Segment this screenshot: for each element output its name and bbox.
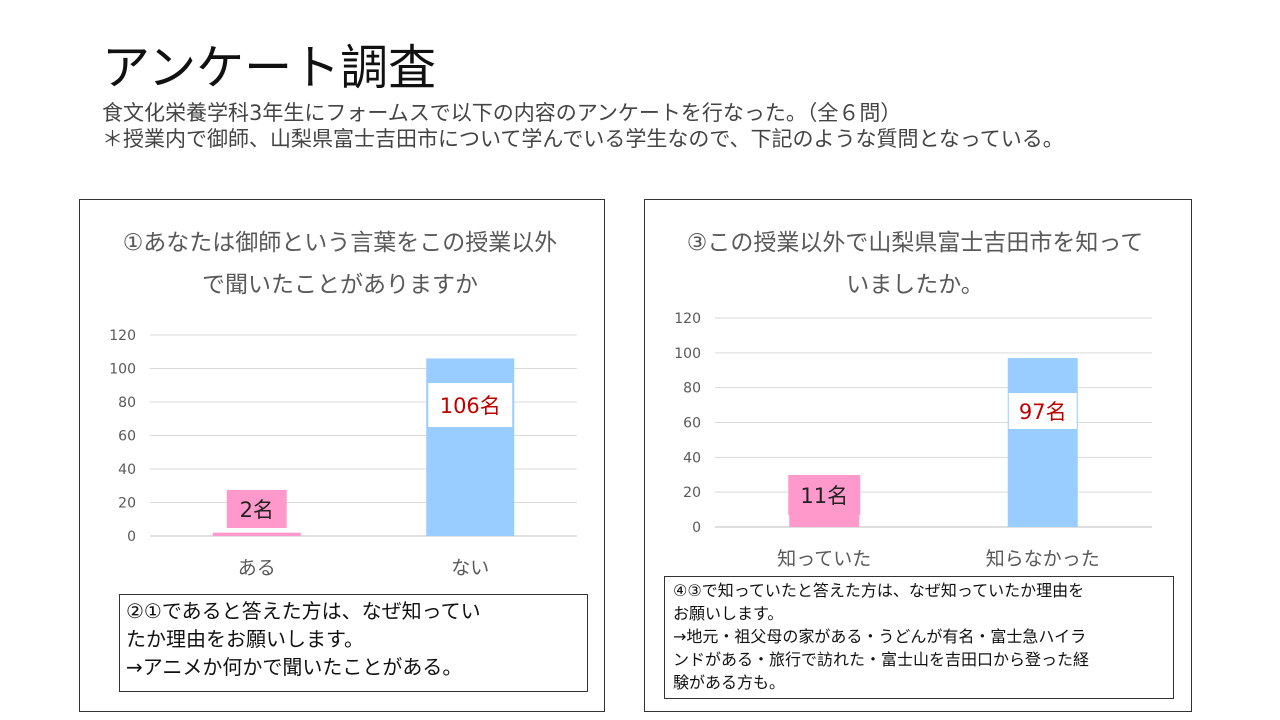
right-y-tick-label: 40 [683, 450, 701, 466]
right-y-tick-label: 120 [674, 311, 701, 327]
left-data-label: 106名 [440, 394, 501, 418]
bar-chart-left: 0 20 40 60 80 100 120 ある ない 2名 106名 [109, 328, 577, 579]
right-category-label: 知らなかった [986, 548, 1100, 570]
note-box-right: ④③で知っていたと答えた方は、なぜ知っていたか理由を お願いします。 →地元・祖… [664, 576, 1174, 699]
right-category-label: 知っていた [777, 548, 871, 570]
chart-title-left: ①あなたは御師という言葉をこの授業以外で聞いたことがありますか [122, 230, 558, 298]
left-data-label: 2名 [240, 498, 274, 522]
left-bar-1 [212, 532, 301, 536]
slide-subtitle-2: ＊授業内で御師、山梨県富士吉田市について学んでいる学生なので、下記のような質問と… [102, 127, 1064, 151]
right-y-tick-label: 80 [683, 381, 701, 397]
right-y-tick-label: 60 [683, 416, 701, 432]
note-right-line-1: ④③で知っていたと答えた方は、なぜ知っていたか理由を [673, 581, 1085, 600]
left-y-tick-label: 0 [127, 529, 136, 545]
note-right-line-2: お願いします。 [673, 604, 784, 623]
right-bar-2 [1007, 358, 1078, 527]
left-data-label-bg [226, 490, 287, 528]
note-right-line-3: →地元・祖父母の家がある・うどんが有名・富士急ハイラ [673, 627, 1087, 646]
right-data-label-bg [788, 475, 861, 515]
left-y-tick-label: 60 [118, 429, 136, 445]
note-right-line-5: 験がある方も。 [673, 673, 786, 692]
note-left-line-2: たか理由をお願いします。 [126, 627, 364, 651]
right-data-label: 97名 [1019, 400, 1067, 424]
note-right-line-4: ンドがある・旅行で訪れた・富士山を吉田口から登った経 [673, 650, 1090, 669]
left-y-tick-label: 40 [118, 462, 136, 478]
right-y-tick-label: 100 [674, 346, 701, 362]
note-box-left: ②①であると答えた方は、なぜ知ってい たか理由をお願いします。 →アニメか何かで… [119, 594, 588, 692]
note-left-line-3: →アニメか何かで聞いたことがある。 [126, 655, 463, 679]
note-left-line-1: ②①であると答えた方は、なぜ知ってい [126, 599, 481, 623]
slide-title: アンケート調査 [102, 40, 437, 96]
left-category-label: ある [238, 557, 276, 579]
left-y-tick-label: 100 [109, 362, 136, 378]
chart-title-right: ③この授業以外で山梨県富士吉田市を知っていましたか。 [686, 230, 1144, 298]
left-data-label-bg [428, 383, 513, 427]
bar-chart-right: 0 20 40 60 80 100 120 知っていた 知らなかった 11名 97名 [674, 311, 1152, 570]
right-data-label-bg [1008, 393, 1077, 429]
right-y-tick-label: 20 [683, 485, 701, 501]
left-y-tick-label: 80 [118, 395, 136, 411]
slide-subtitle-1: 食文化栄養学科3年生にフォームスで以下の内容のアンケートを行なった。（全６問） [102, 101, 902, 125]
right-y-tick-label: 0 [692, 520, 701, 536]
right-data-label: 11名 [800, 484, 848, 508]
left-y-tick-label: 120 [109, 328, 136, 344]
left-category-label: ない [451, 557, 489, 579]
left-y-tick-label: 20 [118, 496, 136, 512]
